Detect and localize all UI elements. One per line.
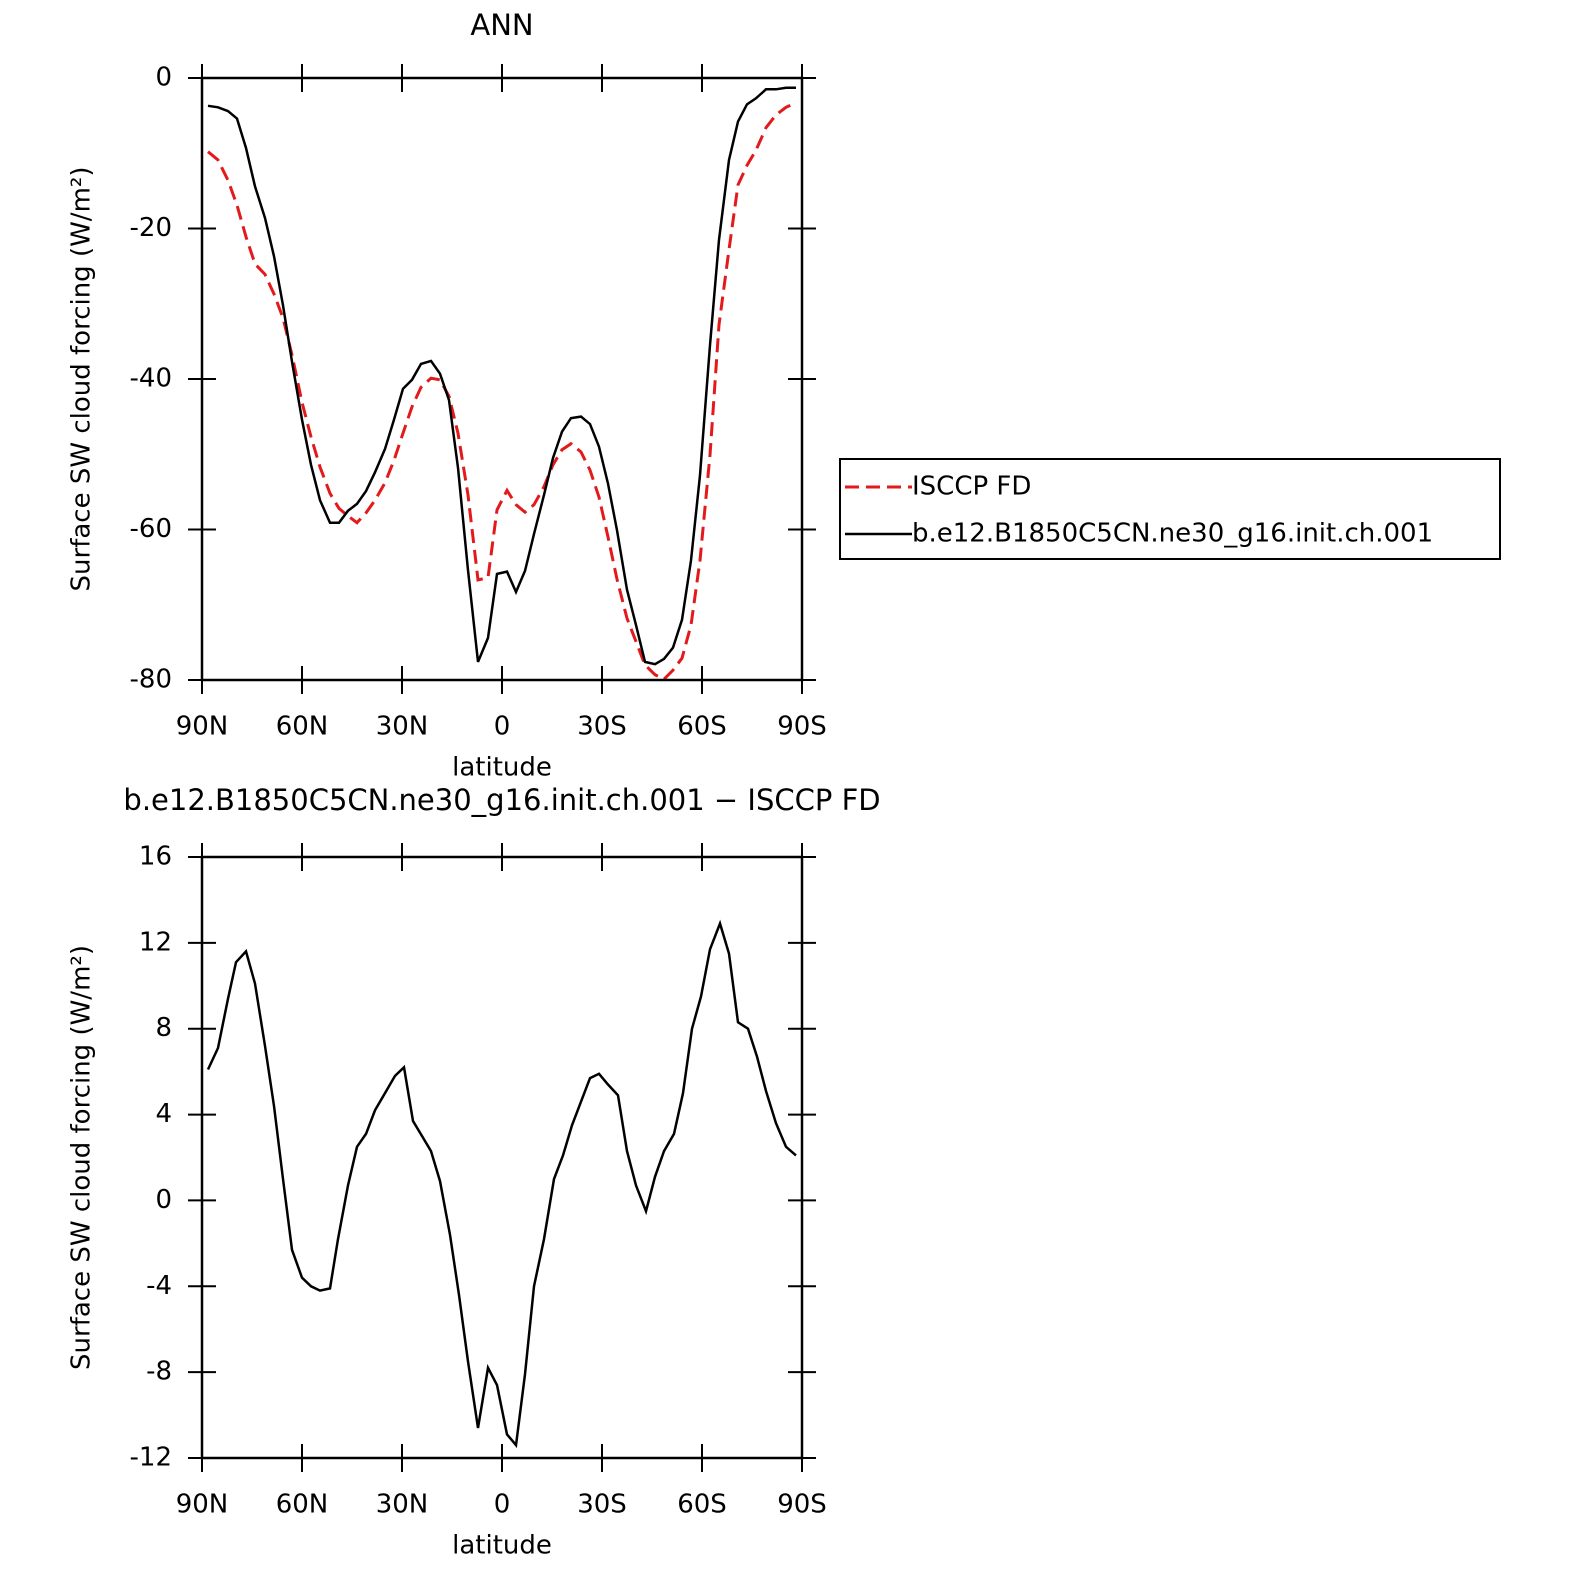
y-tick-label: 16 xyxy=(139,842,172,872)
plot-area xyxy=(188,843,816,1472)
y-tick-label: -40 xyxy=(130,364,172,394)
x-tick-label: 90N xyxy=(176,712,229,742)
series-line xyxy=(207,101,797,682)
x-axis-label: latitude xyxy=(452,1531,552,1561)
x-tick-label: 60S xyxy=(677,712,727,742)
legend-label: ISCCP FD xyxy=(912,472,1031,502)
chart-title: b.e12.B1850C5CN.ne30_g16.init.ch.001 − I… xyxy=(123,783,880,817)
x-tick-label: 30S xyxy=(577,712,627,742)
x-tick-label: 90S xyxy=(777,712,827,742)
y-tick-label: -80 xyxy=(130,665,172,695)
y-tick-label: 12 xyxy=(139,927,172,957)
x-tick-label: 0 xyxy=(494,1490,511,1520)
plot-frame xyxy=(200,76,804,682)
chart-title: ANN xyxy=(470,8,533,42)
y-axis-label: Surface SW cloud forcing (W/m²) xyxy=(67,945,97,1370)
series-line xyxy=(206,919,797,1449)
x-tick-label: 30N xyxy=(376,712,429,742)
x-tick-label: 30S xyxy=(577,1490,627,1520)
x-tick-label: 0 xyxy=(494,712,511,742)
plot-area xyxy=(188,64,816,694)
x-tick-label: 30N xyxy=(376,1490,429,1520)
y-tick-label: -20 xyxy=(130,213,172,243)
y-axis-label: Surface SW cloud forcing (W/m²) xyxy=(67,167,97,592)
x-axis-label: latitude xyxy=(452,753,552,783)
plot-frame xyxy=(200,855,804,1460)
x-tick-label: 60S xyxy=(677,1490,727,1520)
series-line xyxy=(207,86,796,666)
legend-box xyxy=(839,458,1501,560)
y-tick-label: 0 xyxy=(155,63,172,93)
x-tick-label: 60N xyxy=(276,1490,329,1520)
y-tick-label: -60 xyxy=(130,514,172,544)
y-tick-label: -12 xyxy=(130,1443,172,1473)
y-tick-label: 4 xyxy=(155,1099,172,1129)
x-tick-label: 90N xyxy=(176,1490,229,1520)
legend-label: b.e12.B1850C5CN.ne30_g16.init.ch.001 xyxy=(912,519,1433,549)
y-tick-label: 0 xyxy=(155,1185,172,1215)
x-tick-label: 60N xyxy=(276,712,329,742)
y-tick-label: 8 xyxy=(155,1013,172,1043)
x-tick-label: 90S xyxy=(777,1490,827,1520)
y-tick-label: -8 xyxy=(146,1357,172,1387)
y-tick-label: -4 xyxy=(146,1271,172,1301)
